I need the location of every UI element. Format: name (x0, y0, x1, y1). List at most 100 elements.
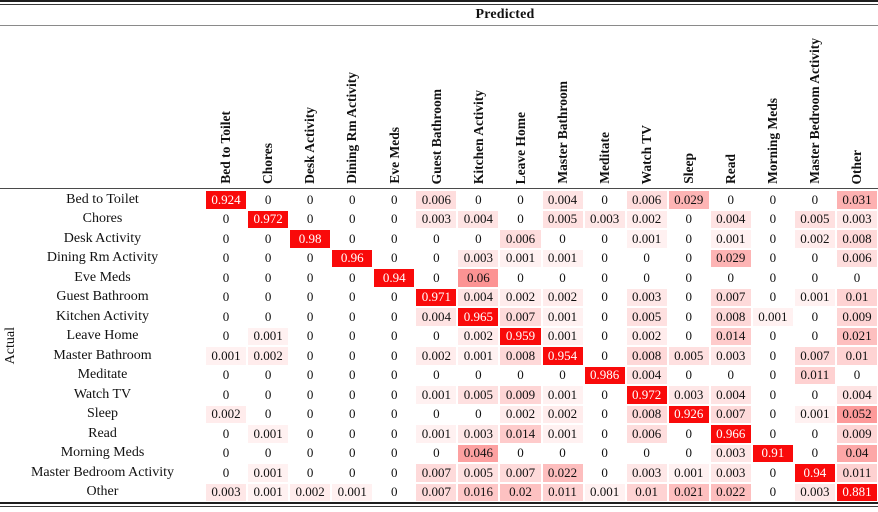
matrix-cell: 0 (583, 307, 626, 327)
matrix-cell: 0 (247, 365, 290, 385)
col-header-label: Bed to Toilet (218, 111, 234, 184)
row-label: Read (88, 425, 117, 441)
matrix-cell: 0.04 (835, 443, 878, 463)
matrix-cell: 0 (247, 307, 290, 327)
col-header: Read (710, 27, 752, 188)
matrix-cell: 0.001 (793, 287, 836, 307)
matrix-cell: 0.972 (247, 209, 290, 229)
matrix-cell: 0 (205, 365, 248, 385)
matrix-cell: 0.001 (541, 424, 584, 444)
data-top-rule (0, 188, 878, 190)
matrix-cell: 0.002 (541, 404, 584, 424)
matrix-cell: 0.011 (541, 482, 584, 502)
matrix-cell: 0.011 (835, 463, 878, 483)
col-header: Desk Activity (289, 27, 331, 188)
matrix-cell: 0.001 (457, 346, 500, 366)
matrix-cell: 0.003 (583, 209, 626, 229)
matrix-cell: 0 (247, 287, 290, 307)
matrix-cell: 0.052 (835, 404, 878, 424)
matrix-cell: 0 (289, 268, 332, 288)
row-label: Chores (82, 211, 123, 227)
matrix-cell: 0 (247, 229, 290, 249)
matrix-cell: 0.004 (457, 209, 500, 229)
matrix-cell: 0.924 (205, 190, 248, 210)
matrix-cell: 0 (331, 190, 374, 210)
matrix-cell: 0 (289, 463, 332, 483)
matrix-cell: 0 (667, 248, 710, 268)
row-label: Kitchen Activity (56, 308, 149, 324)
matrix-cell: 0 (373, 404, 416, 424)
matrix-cell: 0.004 (541, 190, 584, 210)
matrix-cell: 0 (331, 346, 374, 366)
matrix-cell: 0 (457, 404, 500, 424)
matrix-cell: 0 (373, 365, 416, 385)
matrix-cell: 0 (415, 268, 458, 288)
matrix-cell: 0 (541, 365, 584, 385)
matrix-cell: 0.006 (625, 190, 668, 210)
matrix-cell: 0.001 (415, 424, 458, 444)
row-label: Sleep (86, 406, 119, 422)
col-header-label: Kitchen Activity (470, 89, 486, 184)
matrix-cell: 0 (289, 209, 332, 229)
matrix-cell: 0.003 (415, 209, 458, 229)
matrix-cell: 0 (289, 424, 332, 444)
predicted-axis-label: Predicted (475, 7, 535, 22)
predicted-divider-rule (0, 25, 878, 27)
matrix-cell: 0 (709, 365, 752, 385)
matrix-cell: 0 (667, 424, 710, 444)
matrix-cell: 0 (247, 190, 290, 210)
matrix-cell: 0 (793, 385, 836, 405)
matrix-cell: 0.94 (373, 268, 416, 288)
matrix-cell: 0 (373, 307, 416, 327)
matrix-cell: 0.881 (835, 482, 878, 502)
matrix-cell: 0 (583, 287, 626, 307)
matrix-cell: 0 (709, 190, 752, 210)
matrix-cell: 0 (373, 482, 416, 502)
matrix-cell: 0.001 (541, 248, 584, 268)
matrix-cell: 0.02 (499, 482, 542, 502)
matrix-cell: 0 (709, 268, 752, 288)
row-label: Eve Meds (74, 269, 131, 285)
matrix-cell: 0.005 (667, 346, 710, 366)
matrix-cell: 0.002 (625, 326, 668, 346)
matrix-cell: 0.06 (457, 268, 500, 288)
matrix-cell: 0.954 (541, 346, 584, 366)
matrix-cell: 0 (331, 385, 374, 405)
actual-axis-label: Actual (3, 327, 18, 365)
col-header-label: Meditate (596, 132, 612, 184)
matrix-cell: 0.01 (835, 287, 878, 307)
matrix-cell: 0.002 (541, 287, 584, 307)
matrix-cell: 0.007 (499, 463, 542, 483)
matrix-cell: 0.003 (793, 482, 836, 502)
matrix-cell: 0.009 (835, 307, 878, 327)
matrix-cell: 0 (667, 209, 710, 229)
matrix-cell: 0 (541, 268, 584, 288)
actual-axis-label-wrap: Actual (0, 190, 22, 502)
matrix-cell: 0 (751, 404, 794, 424)
matrix-cell: 0 (289, 248, 332, 268)
matrix-cell: 0 (205, 326, 248, 346)
matrix-cell: 0 (331, 326, 374, 346)
matrix-cell: 0 (751, 482, 794, 502)
matrix-body: Bed to Toilet 0.924 0 0 0 0 0.006 0 0 0.004 0 0.006… (0, 190, 878, 502)
matrix-cell: 0.003 (709, 346, 752, 366)
matrix-cell: 0 (667, 443, 710, 463)
col-header-label: Leave Home (512, 111, 528, 184)
matrix-cell: 0 (793, 307, 836, 327)
row-label: Dining Rm Activity (46, 250, 159, 266)
matrix-cell: 0.002 (205, 404, 248, 424)
predicted-header-band: Predicted (0, 5, 878, 25)
matrix-cell: 0 (331, 229, 374, 249)
matrix-cell: 0.001 (247, 326, 290, 346)
matrix-cell: 0.022 (709, 482, 752, 502)
matrix-cell: 0.003 (457, 424, 500, 444)
row-label: Leave Home (66, 328, 139, 344)
matrix-cell: 0 (205, 209, 248, 229)
matrix-cell: 0 (289, 346, 332, 366)
row-label: Guest Bathroom (56, 289, 149, 305)
matrix-cell: 0 (499, 365, 542, 385)
matrix-cell: 0.002 (289, 482, 332, 502)
matrix-cell: 0 (289, 404, 332, 424)
matrix-cell: 0.003 (709, 463, 752, 483)
matrix-cell: 0 (793, 424, 836, 444)
